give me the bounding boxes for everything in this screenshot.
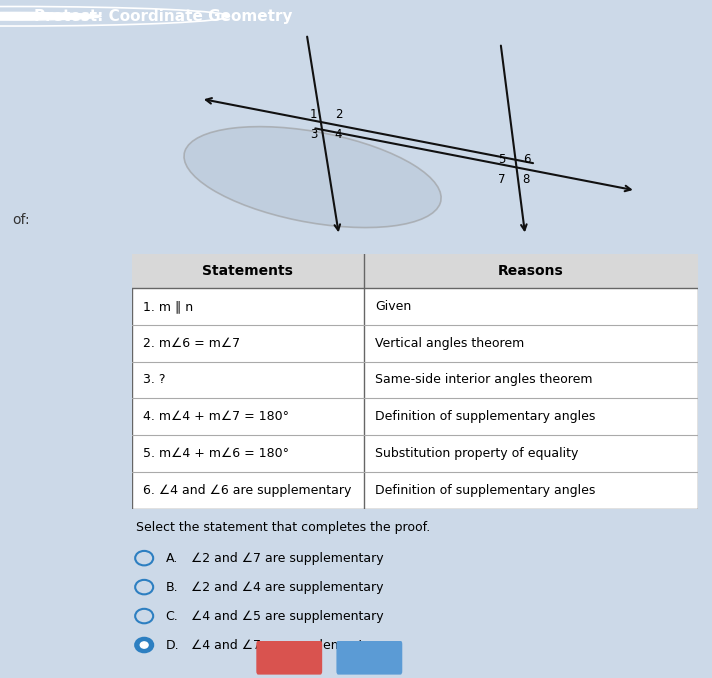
FancyBboxPatch shape <box>256 641 322 675</box>
Text: Select the statement that completes the proof.: Select the statement that completes the … <box>136 521 431 534</box>
FancyBboxPatch shape <box>337 641 402 675</box>
Bar <box>132 254 698 288</box>
Text: B.: B. <box>166 580 178 594</box>
Text: D.: D. <box>166 639 179 652</box>
Text: 8: 8 <box>523 173 530 186</box>
Text: 1: 1 <box>310 108 318 121</box>
Text: 2. m∠6 = m∠7: 2. m∠6 = m∠7 <box>143 337 240 350</box>
Text: 6: 6 <box>523 153 530 166</box>
Text: ∠4 and ∠5 are supplementary: ∠4 and ∠5 are supplementary <box>191 610 384 622</box>
Text: 3. ?: 3. ? <box>143 374 166 386</box>
Circle shape <box>140 642 148 648</box>
Text: Substitution property of equality: Substitution property of equality <box>375 447 578 460</box>
Text: Definition of supplementary angles: Definition of supplementary angles <box>375 410 595 423</box>
Text: ∠4 and ∠7 are supplementary: ∠4 and ∠7 are supplementary <box>191 639 384 652</box>
Text: C.: C. <box>166 610 179 622</box>
Text: Given: Given <box>375 300 412 313</box>
Text: 2: 2 <box>335 108 342 121</box>
Text: 6. ∠4 and ∠6 are supplementary: 6. ∠4 and ∠6 are supplementary <box>143 483 352 497</box>
Circle shape <box>0 12 101 20</box>
Text: ∠2 and ∠7 are supplementary: ∠2 and ∠7 are supplementary <box>191 552 384 565</box>
Text: ∠2 and ∠4 are supplementary: ∠2 and ∠4 are supplementary <box>191 580 384 594</box>
Text: 4. m∠4 + m∠7 = 180°: 4. m∠4 + m∠7 = 180° <box>143 410 289 423</box>
Text: 3: 3 <box>310 128 318 141</box>
Text: Statements: Statements <box>202 264 293 278</box>
Ellipse shape <box>184 127 441 228</box>
Text: 4: 4 <box>335 128 342 141</box>
Text: Pretest: Coordinate Geometry: Pretest: Coordinate Geometry <box>34 9 293 24</box>
Text: Same-side interior angles theorem: Same-side interior angles theorem <box>375 374 592 386</box>
Text: Vertical angles theorem: Vertical angles theorem <box>375 337 524 350</box>
Text: Definition of supplementary angles: Definition of supplementary angles <box>375 483 595 497</box>
Text: 5. m∠4 + m∠6 = 180°: 5. m∠4 + m∠6 = 180° <box>143 447 289 460</box>
Text: 1. m ∥ n: 1. m ∥ n <box>143 300 193 313</box>
Text: A.: A. <box>166 552 178 565</box>
Text: Reasons: Reasons <box>498 264 564 278</box>
Circle shape <box>135 638 153 652</box>
Text: 5: 5 <box>498 153 506 166</box>
Text: of:: of: <box>13 214 30 227</box>
Text: 7: 7 <box>498 173 506 186</box>
